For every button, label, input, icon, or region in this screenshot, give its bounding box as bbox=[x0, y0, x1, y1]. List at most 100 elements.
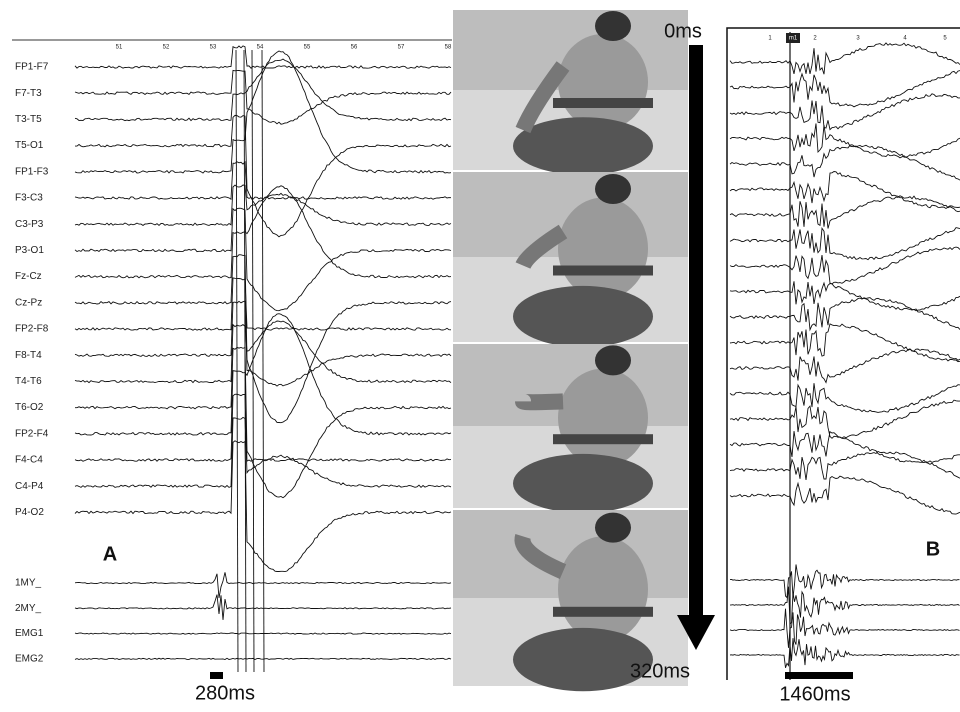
end-label: 320ms bbox=[630, 660, 690, 682]
channel-label: EMG1 bbox=[15, 628, 44, 639]
head bbox=[595, 345, 631, 376]
arm bbox=[515, 393, 564, 411]
eeg-trace bbox=[729, 70, 960, 108]
channel-label: FP1-F3 bbox=[15, 166, 49, 177]
time-tick: 52 bbox=[163, 45, 170, 51]
torso bbox=[558, 34, 648, 130]
eeg-trace bbox=[729, 246, 960, 285]
scale-label: 1460ms bbox=[779, 683, 850, 705]
eeg-trace bbox=[729, 144, 960, 181]
belt bbox=[553, 434, 653, 445]
eeg-trace bbox=[729, 323, 960, 363]
time-tick: 3 bbox=[856, 36, 860, 42]
eeg-trace bbox=[729, 399, 960, 439]
eeg-trace bbox=[74, 58, 452, 122]
legs bbox=[513, 285, 653, 348]
channel-label: F7-T3 bbox=[15, 88, 42, 99]
scale-label: 280ms bbox=[195, 682, 255, 704]
scale-bar bbox=[210, 672, 223, 679]
eeg-trace bbox=[729, 123, 960, 159]
eeg-trace bbox=[729, 42, 960, 75]
belt bbox=[553, 606, 653, 617]
eeg-trace bbox=[729, 297, 960, 332]
eeg-trace bbox=[74, 440, 452, 573]
arrow-shaft bbox=[689, 45, 703, 620]
eeg-trace bbox=[74, 45, 452, 69]
torso bbox=[558, 368, 648, 467]
eeg-trace bbox=[729, 226, 960, 261]
artifact bbox=[243, 49, 247, 673]
channel-label: 1MY_ bbox=[15, 578, 42, 589]
time-tick: 5 bbox=[943, 36, 947, 42]
time-tick: 55 bbox=[304, 45, 311, 51]
artifact bbox=[235, 49, 239, 673]
emg-trace bbox=[74, 594, 452, 620]
time-tick: 56 bbox=[351, 45, 358, 51]
torso bbox=[558, 536, 648, 642]
scale-bar bbox=[785, 672, 853, 679]
head bbox=[595, 11, 631, 41]
eeg-trace bbox=[74, 160, 452, 201]
arm bbox=[515, 61, 570, 134]
arm bbox=[515, 224, 568, 270]
channel-label: Fz-Cz bbox=[15, 271, 42, 282]
eeg-trace bbox=[729, 281, 960, 312]
belt bbox=[553, 265, 653, 276]
eeg-trace bbox=[729, 430, 960, 463]
time-tick: 58 bbox=[445, 45, 452, 51]
eeg-trace bbox=[729, 450, 960, 481]
emg-trace bbox=[729, 564, 960, 599]
legs bbox=[513, 453, 653, 513]
head bbox=[595, 174, 631, 204]
eeg-trace bbox=[74, 184, 452, 227]
time-tick: m1 bbox=[789, 36, 798, 42]
eeg-trace bbox=[729, 195, 960, 229]
eeg-trace bbox=[75, 114, 452, 238]
channel-label: F4-C4 bbox=[15, 455, 43, 466]
emg-trace bbox=[74, 572, 452, 599]
channel-label: T4-T6 bbox=[15, 376, 42, 387]
arrow-head bbox=[677, 615, 715, 650]
channel-label: FP1-F7 bbox=[15, 62, 49, 73]
time-tick: 51 bbox=[116, 45, 123, 51]
panel-b-frame bbox=[726, 27, 960, 680]
eeg-trace bbox=[74, 50, 452, 174]
eeg-trace bbox=[729, 171, 960, 210]
belt bbox=[553, 98, 653, 108]
eeg-trace bbox=[729, 348, 960, 384]
channel-label: C3-P3 bbox=[15, 219, 44, 230]
artifact bbox=[251, 49, 255, 673]
legs bbox=[513, 627, 653, 692]
channel-label: FP2-F8 bbox=[15, 324, 49, 335]
panel-label: A bbox=[103, 543, 117, 565]
time-tick: 54 bbox=[257, 45, 264, 51]
eeg-trace bbox=[74, 185, 452, 279]
emg-trace bbox=[729, 638, 960, 668]
panel-label: B bbox=[926, 538, 940, 560]
time-tick: 2 bbox=[813, 36, 817, 42]
emg-trace bbox=[74, 632, 452, 635]
time-tick: 57 bbox=[398, 45, 405, 51]
channel-label: FP2-F4 bbox=[15, 428, 49, 439]
channel-label: C4-P4 bbox=[15, 481, 44, 492]
eeg-trace bbox=[729, 475, 960, 515]
channel-label: P3-O1 bbox=[15, 245, 44, 256]
emg-trace bbox=[729, 586, 960, 625]
time-tick: 53 bbox=[210, 45, 217, 51]
artifact bbox=[261, 49, 265, 673]
emg-trace bbox=[729, 608, 960, 648]
time-tick: 1 bbox=[768, 36, 772, 42]
head bbox=[595, 512, 631, 543]
channel-label: Cz-Pz bbox=[15, 297, 42, 308]
eeg-trace bbox=[729, 383, 960, 413]
torso bbox=[558, 197, 648, 300]
legs bbox=[513, 117, 653, 175]
video-frames bbox=[453, 10, 688, 692]
channel-label: P4-O2 bbox=[15, 507, 44, 518]
channel-label: T5-O1 bbox=[15, 140, 44, 151]
channel-label: T6-O2 bbox=[15, 402, 44, 413]
eeg-trace bbox=[729, 93, 960, 131]
channel-label: T3-T5 bbox=[15, 114, 42, 125]
channel-label: EMG2 bbox=[15, 654, 44, 665]
